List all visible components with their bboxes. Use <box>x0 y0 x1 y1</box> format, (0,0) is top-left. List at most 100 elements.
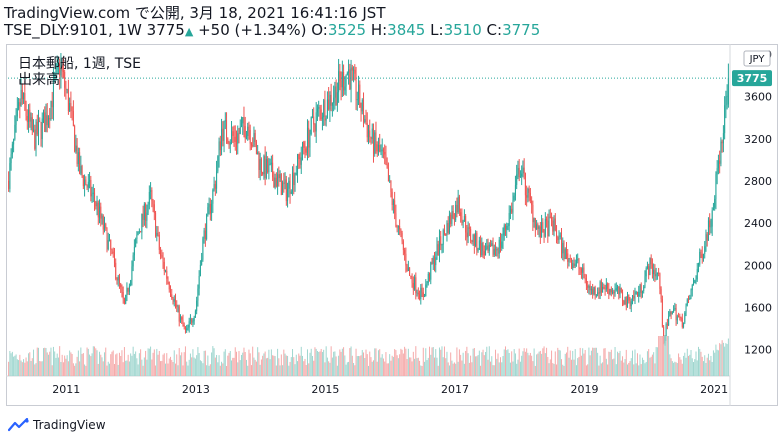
volume-bar <box>612 359 614 376</box>
volume-bar <box>113 363 115 376</box>
volume-bar <box>584 349 586 376</box>
x-tick-label: 2015 <box>311 383 339 396</box>
volume-bar <box>589 355 591 376</box>
candle-body <box>155 212 157 236</box>
volume-bar <box>492 365 494 376</box>
volume-bar <box>446 351 448 376</box>
volume-bar <box>397 358 399 376</box>
volume-bar <box>681 363 683 376</box>
volume-bar <box>691 358 693 376</box>
candle-body <box>483 251 485 256</box>
volume-bar <box>531 355 533 376</box>
candle-body <box>125 295 127 304</box>
volume-bar <box>354 365 356 376</box>
candle-body <box>140 231 142 233</box>
candle-body <box>385 154 387 165</box>
volume-bar <box>340 351 342 376</box>
candle-body <box>162 256 164 262</box>
candle-body <box>528 188 530 193</box>
candle-body <box>462 221 464 223</box>
volume-bar <box>100 354 102 376</box>
volume-bar <box>707 353 709 376</box>
volume-bar <box>140 349 142 376</box>
volume-bar <box>358 356 360 376</box>
candle-body <box>45 115 47 133</box>
candle-body <box>615 288 617 290</box>
volume-bar <box>343 347 345 376</box>
volume-bar <box>420 365 422 376</box>
volume-bar <box>635 363 637 376</box>
volume-bar <box>36 347 38 376</box>
candle-body <box>143 203 145 220</box>
candle-body <box>275 177 277 187</box>
footer-brand[interactable]: TradingView <box>8 415 106 435</box>
currency-badge[interactable] <box>743 50 771 67</box>
volume-bar <box>366 354 368 376</box>
volume-bar <box>263 353 265 376</box>
candle-body <box>544 219 546 237</box>
candle-body <box>523 167 525 174</box>
volume-bar <box>387 363 389 376</box>
volume-bar <box>135 351 137 376</box>
volume-bar <box>231 360 233 376</box>
candle-body <box>453 218 455 221</box>
candle-body <box>112 251 114 254</box>
candle-body <box>15 116 17 125</box>
volume-bar <box>345 364 347 376</box>
candle-body <box>329 94 331 110</box>
volume-bar <box>76 356 78 376</box>
candle-body <box>493 248 495 255</box>
volume-bar <box>207 355 209 376</box>
publish-text: TradingView.com で公開, 3月 18, 2021 16:41:1… <box>4 4 386 22</box>
candle-body <box>414 277 416 290</box>
volume-bar <box>300 346 302 376</box>
price-chart[interactable]: 3775120016002000240028003200360040002011… <box>6 44 778 406</box>
volume-bar <box>551 350 553 376</box>
volume-bar <box>653 352 655 376</box>
candle-body <box>553 218 555 232</box>
volume-bar <box>563 365 565 376</box>
volume-bar <box>243 347 245 376</box>
volume-bar <box>669 354 671 376</box>
candle-body <box>612 291 614 293</box>
volume-bar <box>706 357 708 376</box>
volume-bar <box>203 350 205 376</box>
candle-body <box>250 143 252 146</box>
volume-bar <box>344 355 346 376</box>
candle-body <box>467 227 469 238</box>
volume-bar <box>471 362 473 376</box>
volume-bar <box>685 357 687 376</box>
volume-bar <box>377 350 379 376</box>
volume-bar <box>275 365 277 376</box>
candle-body <box>282 182 284 195</box>
volume-bar <box>722 342 724 376</box>
volume-bar <box>297 361 299 376</box>
candle-body <box>600 281 602 293</box>
volume-bar <box>116 353 118 376</box>
candle-body <box>695 279 697 281</box>
candle-body <box>116 278 118 281</box>
volume-bar <box>372 360 374 376</box>
candle-body <box>34 129 36 149</box>
volume-bar <box>289 361 291 376</box>
volume-bar <box>248 349 250 376</box>
volume-bar <box>467 353 469 376</box>
volume-bar <box>363 352 365 376</box>
volume-bar <box>473 348 475 376</box>
candle-body <box>236 141 237 144</box>
volume-bar <box>436 357 438 376</box>
volume-bar <box>431 347 433 376</box>
candle-body <box>402 241 404 251</box>
candle-body <box>641 291 643 294</box>
volume-bar <box>533 348 535 376</box>
volume-bar <box>488 346 490 376</box>
volume-bar <box>565 352 567 376</box>
volume-bar <box>51 365 53 376</box>
volume-bar <box>218 355 220 376</box>
volume-bar <box>482 349 484 376</box>
candle-body <box>562 242 564 254</box>
volume-bar <box>552 363 554 376</box>
volume-bar <box>578 356 580 376</box>
candle-body <box>222 128 224 142</box>
candle-body <box>319 107 321 110</box>
